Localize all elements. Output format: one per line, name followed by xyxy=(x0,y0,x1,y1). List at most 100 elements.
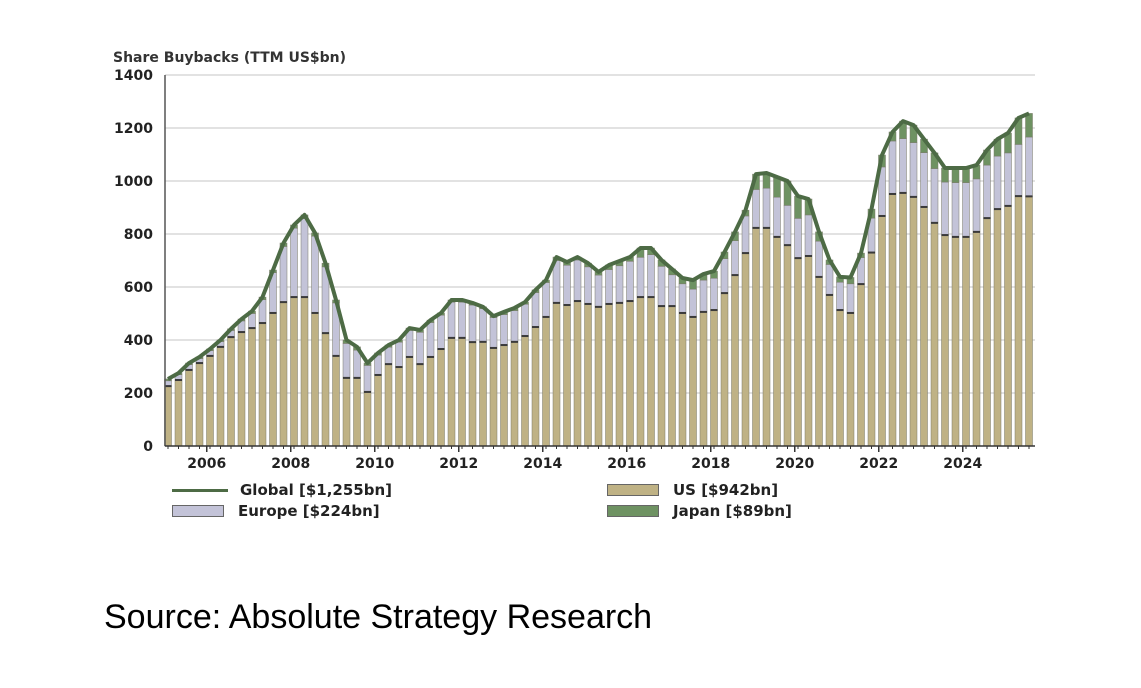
legend-europe-swatch xyxy=(172,505,224,517)
bar-separator xyxy=(553,301,560,304)
bar-separator xyxy=(311,311,319,314)
y-tick-label: 0 xyxy=(143,439,153,455)
bar-europe xyxy=(731,240,739,276)
bar-us xyxy=(710,309,718,447)
bar-separator xyxy=(364,390,371,393)
bar-europe xyxy=(290,227,298,298)
bar-us xyxy=(668,305,676,447)
bar-separator xyxy=(658,305,665,308)
legend-item-japan: Japan [$89bn] xyxy=(607,502,792,520)
bar-us xyxy=(521,335,529,447)
bar-us xyxy=(888,193,897,447)
bar-europe xyxy=(626,261,634,302)
bar-europe xyxy=(395,341,403,368)
bar-separator xyxy=(290,296,298,299)
bar-us xyxy=(342,377,351,447)
bar-us xyxy=(951,236,960,447)
bar-us xyxy=(573,300,582,447)
bar-separator xyxy=(479,340,487,343)
bar-separator xyxy=(532,326,539,329)
bar-us xyxy=(416,363,424,447)
bar-separator xyxy=(763,226,770,229)
bar-separator xyxy=(826,293,833,296)
bar-us xyxy=(458,337,466,447)
bar-separator xyxy=(542,315,550,318)
bar-separator xyxy=(584,302,592,305)
bar-us xyxy=(731,274,739,447)
bar-europe xyxy=(500,314,508,346)
bar-europe xyxy=(489,317,498,349)
x-tick-label: 2016 xyxy=(607,456,646,472)
bar-separator xyxy=(164,385,172,388)
bar-separator xyxy=(280,301,287,304)
bar-us xyxy=(174,379,183,447)
bar-europe xyxy=(741,215,750,254)
legend-label-europe: Europe [$224bn] xyxy=(238,502,380,520)
x-tick-label: 2006 xyxy=(187,456,226,472)
bar-us xyxy=(258,322,267,447)
bar-europe xyxy=(983,164,991,219)
bar-europe xyxy=(689,288,697,318)
bar-separator xyxy=(889,192,896,195)
bar-europe xyxy=(668,274,676,307)
y-tick-label: 1000 xyxy=(114,174,153,190)
bar-separator xyxy=(994,208,1001,211)
bar-europe xyxy=(720,258,729,294)
bar-us xyxy=(762,227,771,447)
bar-separator xyxy=(868,251,875,254)
bar-us xyxy=(920,206,928,447)
bar-europe xyxy=(920,152,928,208)
bar-us xyxy=(741,252,750,447)
bar-us xyxy=(447,337,456,447)
bar-separator xyxy=(605,302,613,305)
bar-europe xyxy=(573,259,582,302)
bar-us xyxy=(384,363,393,447)
bar-us xyxy=(353,377,361,447)
bar-us xyxy=(227,336,235,447)
bar-europe xyxy=(930,168,939,224)
bar-separator xyxy=(731,274,739,277)
bar-separator xyxy=(973,230,980,233)
bar-us xyxy=(815,276,823,447)
bar-separator xyxy=(742,252,749,255)
bar-us xyxy=(542,316,550,447)
x-tick-label: 2008 xyxy=(271,456,310,472)
bar-europe xyxy=(825,264,834,296)
bar-separator xyxy=(689,315,697,318)
bar-separator xyxy=(626,300,634,303)
bar-separator xyxy=(952,235,959,238)
bar-europe xyxy=(951,182,960,238)
bar-us xyxy=(594,306,603,447)
x-tick-label: 2012 xyxy=(439,456,478,472)
bar-us xyxy=(363,391,372,447)
bar-us xyxy=(269,312,277,447)
bar-us xyxy=(374,374,382,447)
legend-us-swatch xyxy=(607,484,659,496)
bar-us xyxy=(1004,205,1012,447)
bar-us xyxy=(216,346,225,447)
bar-separator xyxy=(815,275,823,278)
bar-separator xyxy=(227,336,235,339)
bar-europe xyxy=(909,142,918,198)
bar-europe xyxy=(678,283,687,314)
bar-us xyxy=(531,326,540,447)
bar-europe xyxy=(405,330,414,358)
bar-separator xyxy=(574,300,581,303)
legend-label-global: Global [$1,255bn] xyxy=(240,481,392,499)
bar-us xyxy=(993,208,1002,447)
bar-separator xyxy=(920,205,928,208)
legend-item-us: US [$942bn] xyxy=(607,481,778,499)
bar-separator xyxy=(217,345,224,348)
bar-europe xyxy=(962,182,970,238)
legend-item-europe: Europe [$224bn] xyxy=(172,502,380,520)
bar-europe xyxy=(636,257,645,298)
bar-us xyxy=(636,296,645,447)
bar-separator xyxy=(185,368,193,371)
bar-europe xyxy=(846,283,855,314)
bar-us xyxy=(279,301,288,447)
bar-us xyxy=(479,341,487,447)
bar-us xyxy=(290,296,298,447)
bar-separator xyxy=(448,336,455,339)
bar-us xyxy=(804,255,813,447)
bar-separator xyxy=(700,310,707,313)
